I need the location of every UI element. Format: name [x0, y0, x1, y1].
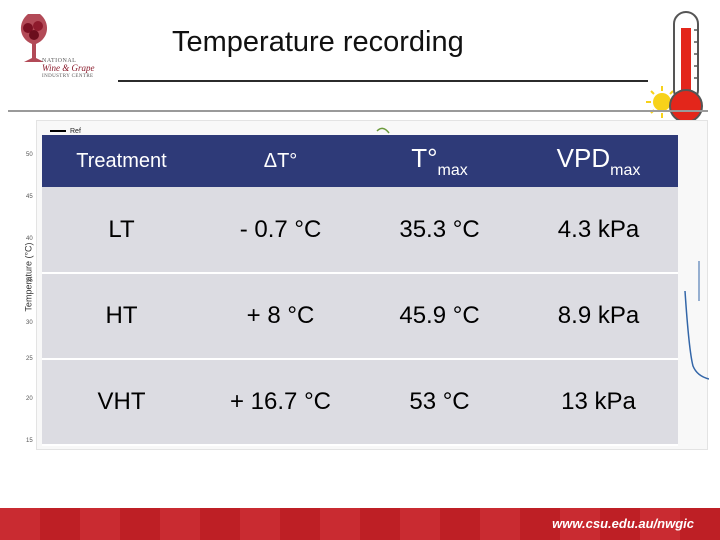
cell-treatment: HT: [42, 273, 201, 360]
table-row: HT + 8 °C 45.9 °C 8.9 kPa: [42, 273, 678, 360]
logo-text: NATIONAL Wine & Grape INDUSTRY CENTRE: [42, 58, 95, 79]
y-tick: 50: [26, 152, 33, 158]
cell-treatment: LT: [42, 187, 201, 274]
cell-delta-t: - 0.7 °C: [201, 187, 360, 274]
logo-line1: NATIONAL: [42, 58, 77, 64]
cell-vpdmax: 13 kPa: [519, 359, 678, 446]
header-vpdmax: VPDmax: [519, 135, 678, 187]
logo-line2: Wine & Grape: [42, 63, 95, 74]
cell-vpdmax: 8.9 kPa: [519, 273, 678, 360]
footer-bar: www.csu.edu.au/nwgic: [0, 508, 720, 540]
wine-glass-icon: [20, 14, 48, 62]
cell-tmax: 35.3 °C: [360, 187, 519, 274]
graph-y-label: Temperature (°C): [23, 242, 34, 312]
y-tick: 45: [26, 194, 33, 200]
header-tmax: T°max: [360, 135, 519, 187]
cell-delta-t: + 8 °C: [201, 273, 360, 360]
y-tick: 40: [26, 236, 33, 242]
y-tick: 25: [26, 356, 33, 362]
table-header-row: Treatment ΔT° T°max VPDmax: [42, 135, 678, 187]
cell-vpdmax: 4.3 kPa: [519, 187, 678, 274]
temperature-table: Treatment ΔT° T°max VPDmax LT - 0.7 °C 3…: [42, 135, 678, 446]
header-treatment: Treatment: [42, 135, 201, 187]
header-vpd-sub: max: [610, 161, 641, 179]
table-row: VHT + 16.7 °C 53 °C 13 kPa: [42, 359, 678, 446]
logo-line3: INDUSTRY CENTRE: [42, 73, 94, 79]
footer-pattern: [0, 508, 720, 540]
header-vpd-main: VPD: [556, 142, 611, 173]
cell-delta-t: + 16.7 °C: [201, 359, 360, 446]
header-delta-t: ΔT°: [201, 135, 360, 187]
y-tick: 15: [26, 438, 33, 444]
y-tick: 20: [26, 396, 33, 402]
y-tick: 35: [26, 278, 33, 284]
nwgic-logo: NATIONAL Wine & Grape INDUSTRY CENTRE: [8, 8, 118, 88]
header-tmax-sub: max: [437, 161, 468, 179]
cell-treatment: VHT: [42, 359, 201, 446]
legend-line-icon: [50, 130, 66, 133]
footer-url-link[interactable]: www.csu.edu.au/nwgic: [552, 516, 694, 531]
graph-legend: Ref: [50, 128, 81, 135]
header-tmax-main: T°: [411, 142, 438, 173]
y-tick: 30: [26, 320, 33, 326]
title-divider: [118, 80, 648, 82]
cell-tmax: 53 °C: [360, 359, 519, 446]
thermometer-icon: [640, 6, 720, 128]
legend-label: Ref: [70, 128, 81, 135]
table-row: LT - 0.7 °C 35.3 °C 4.3 kPa: [42, 187, 678, 274]
graph-lines: [376, 127, 710, 380]
page-title: Temperature recording: [172, 26, 464, 58]
cell-tmax: 45.9 °C: [360, 273, 519, 360]
